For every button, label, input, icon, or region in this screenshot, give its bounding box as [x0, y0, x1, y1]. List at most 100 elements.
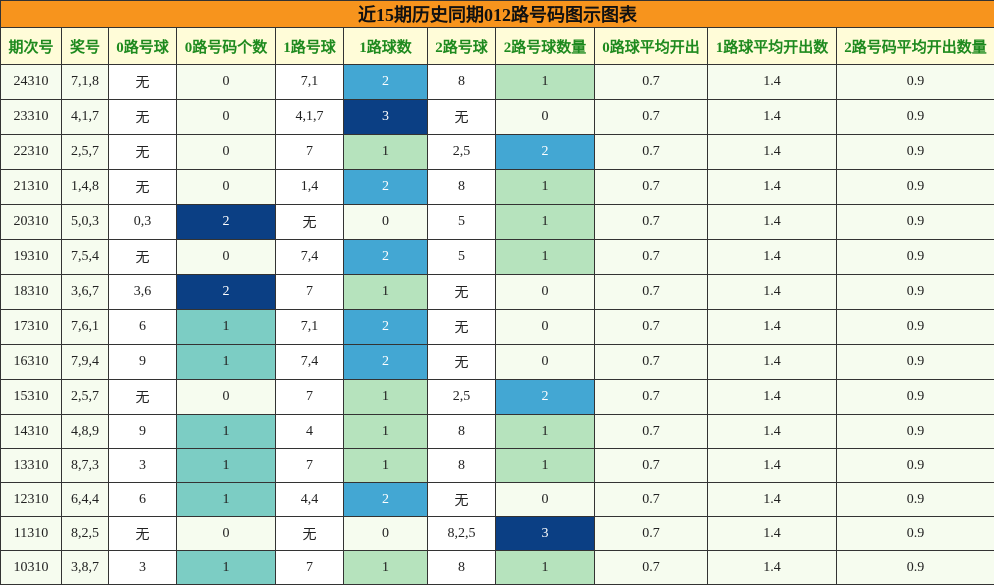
column-header-route1-count: 1路球数: [344, 28, 428, 65]
cell-draw-number: 7,5,4: [62, 240, 109, 275]
cell-route1-avg: 1.4: [708, 345, 837, 380]
cell-route1-avg: 1.4: [708, 275, 837, 310]
cell-route2-avg: 0.9: [837, 517, 994, 551]
cell-route2-balls: 8: [428, 551, 496, 585]
cell-route2-avg: 0.9: [837, 240, 994, 275]
cell-route1-balls: 无: [276, 517, 344, 551]
cell-route2-count: 1: [496, 415, 595, 449]
cell-route2-balls: 无: [428, 100, 496, 135]
cell-route1-avg: 1.4: [708, 65, 837, 100]
cell-draw-number: 4,8,9: [62, 415, 109, 449]
cell-route1-balls: 7: [276, 551, 344, 585]
cell-route0-avg: 0.7: [595, 100, 708, 135]
cell-route1-avg: 1.4: [708, 415, 837, 449]
cell-route1-balls: 无: [276, 205, 344, 240]
cell-issue: 21310: [1, 170, 62, 205]
cell-route0-count: 1: [177, 483, 276, 517]
cell-route1-balls: 7: [276, 135, 344, 170]
column-header-route2-balls: 2路号球: [428, 28, 496, 65]
cell-route0-balls: 3: [109, 551, 177, 585]
cell-route2-balls: 无: [428, 310, 496, 345]
cell-route1-avg: 1.4: [708, 310, 837, 345]
cell-draw-number: 1,4,8: [62, 170, 109, 205]
cell-route1-count: 0: [344, 205, 428, 240]
cell-route0-avg: 0.7: [595, 449, 708, 483]
cell-route0-count: 0: [177, 517, 276, 551]
cell-route0-avg: 0.7: [595, 380, 708, 415]
cell-route0-avg: 0.7: [595, 483, 708, 517]
column-header-issue: 期次号: [1, 28, 62, 65]
cell-route2-avg: 0.9: [837, 310, 994, 345]
cell-route0-count: 0: [177, 65, 276, 100]
cell-route0-balls: 无: [109, 240, 177, 275]
cell-route0-count: 1: [177, 449, 276, 483]
cell-route2-avg: 0.9: [837, 345, 994, 380]
cell-route1-avg: 1.4: [708, 205, 837, 240]
cell-route1-count: 1: [344, 449, 428, 483]
cell-route0-count: 1: [177, 310, 276, 345]
cell-issue: 23310: [1, 100, 62, 135]
cell-route2-balls: 5: [428, 240, 496, 275]
cell-route2-avg: 0.9: [837, 449, 994, 483]
cell-route2-balls: 2,5: [428, 135, 496, 170]
cell-route0-count: 0: [177, 100, 276, 135]
cell-route1-avg: 1.4: [708, 170, 837, 205]
cell-route2-count: 1: [496, 449, 595, 483]
cell-route2-avg: 0.9: [837, 415, 994, 449]
cell-route1-balls: 7,4: [276, 345, 344, 380]
cell-route2-count: 0: [496, 275, 595, 310]
cell-route2-avg: 0.9: [837, 65, 994, 100]
cell-route0-avg: 0.7: [595, 415, 708, 449]
cell-route2-balls: 无: [428, 275, 496, 310]
cell-route0-count: 2: [177, 205, 276, 240]
cell-route0-count: 1: [177, 345, 276, 380]
cell-route1-balls: 7,1: [276, 310, 344, 345]
cell-route2-count: 0: [496, 310, 595, 345]
cell-route2-count: 0: [496, 483, 595, 517]
cell-route0-count: 1: [177, 415, 276, 449]
cell-route1-count: 2: [344, 345, 428, 380]
cell-route0-avg: 0.7: [595, 135, 708, 170]
cell-route1-count: 2: [344, 310, 428, 345]
column-header-route0-avg: 0路球平均开出: [595, 28, 708, 65]
cell-route0-balls: 无: [109, 65, 177, 100]
cell-draw-number: 3,8,7: [62, 551, 109, 585]
cell-issue: 12310: [1, 483, 62, 517]
cell-issue: 14310: [1, 415, 62, 449]
cell-route1-balls: 4,4: [276, 483, 344, 517]
cell-draw-number: 8,2,5: [62, 517, 109, 551]
cell-route0-avg: 0.7: [595, 345, 708, 380]
cell-route2-avg: 0.9: [837, 170, 994, 205]
column-header-route1-balls: 1路号球: [276, 28, 344, 65]
cell-route2-avg: 0.9: [837, 205, 994, 240]
cell-draw-number: 3,6,7: [62, 275, 109, 310]
cell-route1-avg: 1.4: [708, 240, 837, 275]
cell-route2-balls: 5: [428, 205, 496, 240]
cell-route2-avg: 0.9: [837, 135, 994, 170]
column-header-route0-balls: 0路号球: [109, 28, 177, 65]
cell-route2-count: 0: [496, 100, 595, 135]
cell-route1-balls: 7: [276, 275, 344, 310]
cell-route0-avg: 0.7: [595, 517, 708, 551]
cell-route1-balls: 7: [276, 380, 344, 415]
cell-route1-avg: 1.4: [708, 551, 837, 585]
cell-route0-avg: 0.7: [595, 275, 708, 310]
cell-route1-avg: 1.4: [708, 100, 837, 135]
table-title: 近15期历史同期012路号码图示图表: [1, 1, 994, 28]
cell-route1-count: 2: [344, 170, 428, 205]
cell-route2-count: 1: [496, 170, 595, 205]
cell-issue: 20310: [1, 205, 62, 240]
cell-route0-avg: 0.7: [595, 551, 708, 585]
cell-route0-balls: 无: [109, 100, 177, 135]
cell-route0-balls: 无: [109, 380, 177, 415]
